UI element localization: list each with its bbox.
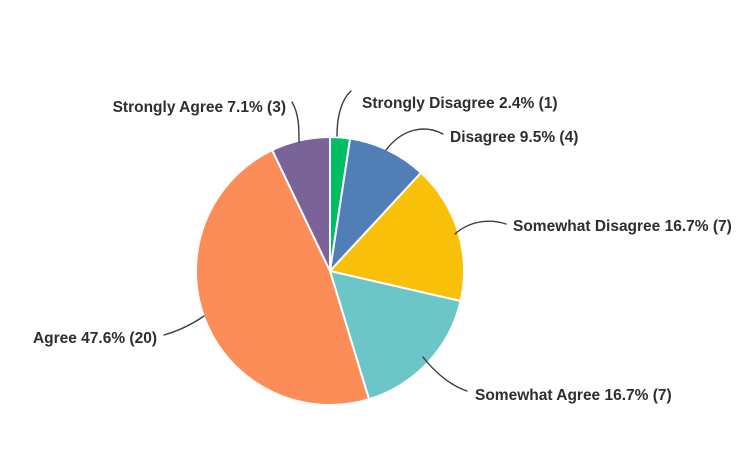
- leader-line-somewhat-disagree: [454, 220, 507, 235]
- pie-slice-disagree: [329, 137, 423, 272]
- slice-label-agree: Agree 47.6% (20): [33, 330, 157, 347]
- leader-lines: [163, 90, 507, 392]
- slice-label-strongly-disagree: Strongly Disagree 2.4% (1): [362, 95, 558, 112]
- pie-slice-agree: [194, 149, 370, 407]
- pie-slice-strongly-agree: [271, 136, 331, 272]
- slice-label-somewhat-disagree: Somewhat Disagree 16.7% (7): [513, 218, 732, 235]
- slice-label-somewhat-agree: Somewhat Agree 16.7% (7): [475, 387, 672, 404]
- leader-line-disagree: [385, 128, 444, 151]
- leader-line-strongly-disagree: [336, 90, 352, 137]
- leader-line-agree: [163, 315, 205, 336]
- slice-label-disagree: Disagree 9.5% (4): [450, 129, 578, 146]
- pie-slices: [194, 136, 465, 407]
- leader-line-somewhat-agree: [422, 356, 468, 392]
- leader-line-strongly-agree: [291, 101, 300, 143]
- slice-label-strongly-agree: Strongly Agree 7.1% (3): [113, 99, 286, 116]
- slice-labels: Strongly Disagree 2.4% (1) Disagree 9.5% …: [33, 95, 732, 404]
